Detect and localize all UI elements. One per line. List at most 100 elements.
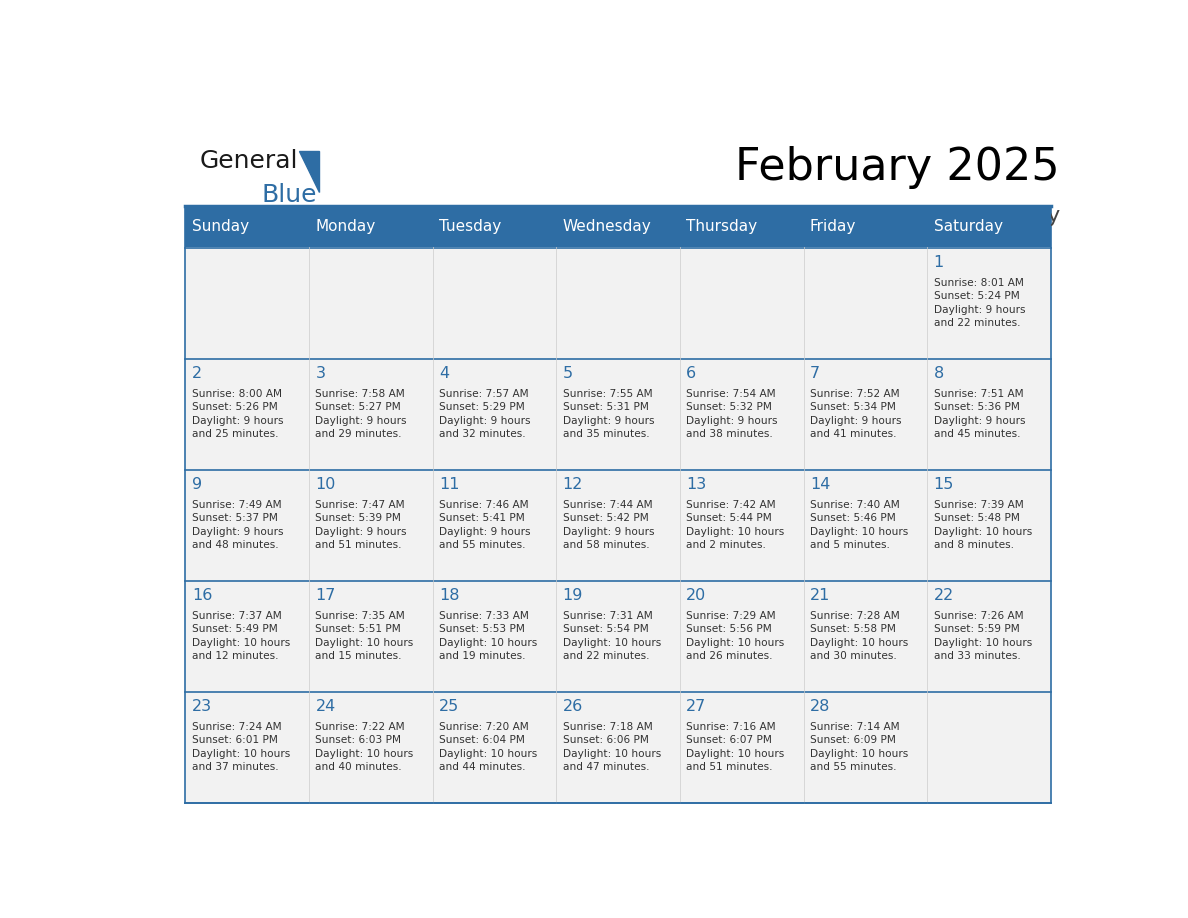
FancyBboxPatch shape [185,581,309,692]
Text: Tuesday: Tuesday [440,219,501,234]
FancyBboxPatch shape [927,581,1051,692]
Text: 3: 3 [315,366,326,381]
FancyBboxPatch shape [556,692,680,803]
Text: Sunrise: 7:16 AM
Sunset: 6:07 PM
Daylight: 10 hours
and 51 minutes.: Sunrise: 7:16 AM Sunset: 6:07 PM Dayligh… [687,722,784,772]
FancyBboxPatch shape [309,470,432,581]
Text: 23: 23 [191,699,211,714]
FancyBboxPatch shape [185,248,309,359]
FancyBboxPatch shape [927,470,1051,581]
FancyBboxPatch shape [803,359,927,470]
Text: Blue: Blue [261,183,317,207]
FancyBboxPatch shape [432,692,556,803]
FancyBboxPatch shape [432,359,556,470]
FancyBboxPatch shape [680,470,803,581]
Text: 27: 27 [687,699,707,714]
Text: 8: 8 [934,366,943,381]
Text: 1: 1 [934,255,943,270]
Text: Wednesday: Wednesday [563,219,651,234]
Text: Sunrise: 7:18 AM
Sunset: 6:06 PM
Daylight: 10 hours
and 47 minutes.: Sunrise: 7:18 AM Sunset: 6:06 PM Dayligh… [563,722,661,772]
Text: 21: 21 [810,588,830,603]
FancyBboxPatch shape [556,207,680,247]
Text: Monday: Monday [315,219,375,234]
FancyBboxPatch shape [185,359,309,470]
FancyBboxPatch shape [309,207,432,247]
FancyBboxPatch shape [680,248,803,359]
Text: General: General [200,149,298,173]
Text: 14: 14 [810,477,830,492]
Text: 12: 12 [563,477,583,492]
Text: 7: 7 [810,366,820,381]
Text: Sunrise: 7:49 AM
Sunset: 5:37 PM
Daylight: 9 hours
and 48 minutes.: Sunrise: 7:49 AM Sunset: 5:37 PM Dayligh… [191,499,283,551]
Text: Sunrise: 7:44 AM
Sunset: 5:42 PM
Daylight: 9 hours
and 58 minutes.: Sunrise: 7:44 AM Sunset: 5:42 PM Dayligh… [563,499,655,551]
Text: 19: 19 [563,588,583,603]
Text: Friday: Friday [810,219,857,234]
Text: 16: 16 [191,588,213,603]
FancyBboxPatch shape [803,692,927,803]
Text: Saturday: Saturday [934,219,1003,234]
Text: Sunrise: 8:00 AM
Sunset: 5:26 PM
Daylight: 9 hours
and 25 minutes.: Sunrise: 8:00 AM Sunset: 5:26 PM Dayligh… [191,388,283,440]
Text: 13: 13 [687,477,707,492]
FancyBboxPatch shape [309,581,432,692]
FancyBboxPatch shape [185,207,309,247]
Text: 5: 5 [563,366,573,381]
FancyBboxPatch shape [803,207,927,247]
FancyBboxPatch shape [185,470,309,581]
Text: Sunrise: 7:29 AM
Sunset: 5:56 PM
Daylight: 10 hours
and 26 minutes.: Sunrise: 7:29 AM Sunset: 5:56 PM Dayligh… [687,610,784,661]
FancyBboxPatch shape [803,470,927,581]
Text: Sunrise: 7:40 AM
Sunset: 5:46 PM
Daylight: 10 hours
and 5 minutes.: Sunrise: 7:40 AM Sunset: 5:46 PM Dayligh… [810,499,908,551]
Text: 2: 2 [191,366,202,381]
FancyBboxPatch shape [680,692,803,803]
FancyBboxPatch shape [927,692,1051,803]
Text: 25: 25 [440,699,460,714]
Text: Sunrise: 7:14 AM
Sunset: 6:09 PM
Daylight: 10 hours
and 55 minutes.: Sunrise: 7:14 AM Sunset: 6:09 PM Dayligh… [810,722,908,772]
FancyBboxPatch shape [432,207,556,247]
Text: Sunrise: 7:22 AM
Sunset: 6:03 PM
Daylight: 10 hours
and 40 minutes.: Sunrise: 7:22 AM Sunset: 6:03 PM Dayligh… [315,722,413,772]
Text: 9: 9 [191,477,202,492]
Text: 18: 18 [440,588,460,603]
Text: 20: 20 [687,588,707,603]
FancyBboxPatch shape [680,359,803,470]
Text: Sunrise: 7:39 AM
Sunset: 5:48 PM
Daylight: 10 hours
and 8 minutes.: Sunrise: 7:39 AM Sunset: 5:48 PM Dayligh… [934,499,1032,551]
Polygon shape [298,151,318,192]
Text: 11: 11 [440,477,460,492]
Text: Sunrise: 8:01 AM
Sunset: 5:24 PM
Daylight: 9 hours
and 22 minutes.: Sunrise: 8:01 AM Sunset: 5:24 PM Dayligh… [934,277,1025,329]
Text: 4: 4 [440,366,449,381]
Text: Sunrise: 7:58 AM
Sunset: 5:27 PM
Daylight: 9 hours
and 29 minutes.: Sunrise: 7:58 AM Sunset: 5:27 PM Dayligh… [315,388,407,440]
Text: Sunrise: 7:28 AM
Sunset: 5:58 PM
Daylight: 10 hours
and 30 minutes.: Sunrise: 7:28 AM Sunset: 5:58 PM Dayligh… [810,610,908,661]
FancyBboxPatch shape [927,248,1051,359]
Text: 24: 24 [315,699,336,714]
Text: Sunrise: 7:20 AM
Sunset: 6:04 PM
Daylight: 10 hours
and 44 minutes.: Sunrise: 7:20 AM Sunset: 6:04 PM Dayligh… [440,722,537,772]
Text: Sunrise: 7:55 AM
Sunset: 5:31 PM
Daylight: 9 hours
and 35 minutes.: Sunrise: 7:55 AM Sunset: 5:31 PM Dayligh… [563,388,655,440]
Text: Sunday: Sunday [191,219,249,234]
FancyBboxPatch shape [927,207,1051,247]
Text: Weilerbach, Germany: Weilerbach, Germany [820,206,1060,226]
Text: 6: 6 [687,366,696,381]
Text: 28: 28 [810,699,830,714]
Text: Sunrise: 7:52 AM
Sunset: 5:34 PM
Daylight: 9 hours
and 41 minutes.: Sunrise: 7:52 AM Sunset: 5:34 PM Dayligh… [810,388,902,440]
Text: 22: 22 [934,588,954,603]
Text: Sunrise: 7:24 AM
Sunset: 6:01 PM
Daylight: 10 hours
and 37 minutes.: Sunrise: 7:24 AM Sunset: 6:01 PM Dayligh… [191,722,290,772]
FancyBboxPatch shape [432,470,556,581]
Text: Sunrise: 7:31 AM
Sunset: 5:54 PM
Daylight: 10 hours
and 22 minutes.: Sunrise: 7:31 AM Sunset: 5:54 PM Dayligh… [563,610,661,661]
FancyBboxPatch shape [803,248,927,359]
FancyBboxPatch shape [309,359,432,470]
Text: Sunrise: 7:51 AM
Sunset: 5:36 PM
Daylight: 9 hours
and 45 minutes.: Sunrise: 7:51 AM Sunset: 5:36 PM Dayligh… [934,388,1025,440]
FancyBboxPatch shape [680,581,803,692]
FancyBboxPatch shape [927,359,1051,470]
FancyBboxPatch shape [309,692,432,803]
Text: Sunrise: 7:26 AM
Sunset: 5:59 PM
Daylight: 10 hours
and 33 minutes.: Sunrise: 7:26 AM Sunset: 5:59 PM Dayligh… [934,610,1032,661]
Text: Sunrise: 7:37 AM
Sunset: 5:49 PM
Daylight: 10 hours
and 12 minutes.: Sunrise: 7:37 AM Sunset: 5:49 PM Dayligh… [191,610,290,661]
FancyBboxPatch shape [556,581,680,692]
Text: Sunrise: 7:42 AM
Sunset: 5:44 PM
Daylight: 10 hours
and 2 minutes.: Sunrise: 7:42 AM Sunset: 5:44 PM Dayligh… [687,499,784,551]
Text: Sunrise: 7:54 AM
Sunset: 5:32 PM
Daylight: 9 hours
and 38 minutes.: Sunrise: 7:54 AM Sunset: 5:32 PM Dayligh… [687,388,778,440]
Text: Sunrise: 7:35 AM
Sunset: 5:51 PM
Daylight: 10 hours
and 15 minutes.: Sunrise: 7:35 AM Sunset: 5:51 PM Dayligh… [315,610,413,661]
Text: 26: 26 [563,699,583,714]
FancyBboxPatch shape [432,581,556,692]
FancyBboxPatch shape [185,692,309,803]
Text: Sunrise: 7:33 AM
Sunset: 5:53 PM
Daylight: 10 hours
and 19 minutes.: Sunrise: 7:33 AM Sunset: 5:53 PM Dayligh… [440,610,537,661]
FancyBboxPatch shape [309,248,432,359]
Text: Sunrise: 7:46 AM
Sunset: 5:41 PM
Daylight: 9 hours
and 55 minutes.: Sunrise: 7:46 AM Sunset: 5:41 PM Dayligh… [440,499,531,551]
FancyBboxPatch shape [556,359,680,470]
Text: Thursday: Thursday [687,219,758,234]
FancyBboxPatch shape [803,581,927,692]
